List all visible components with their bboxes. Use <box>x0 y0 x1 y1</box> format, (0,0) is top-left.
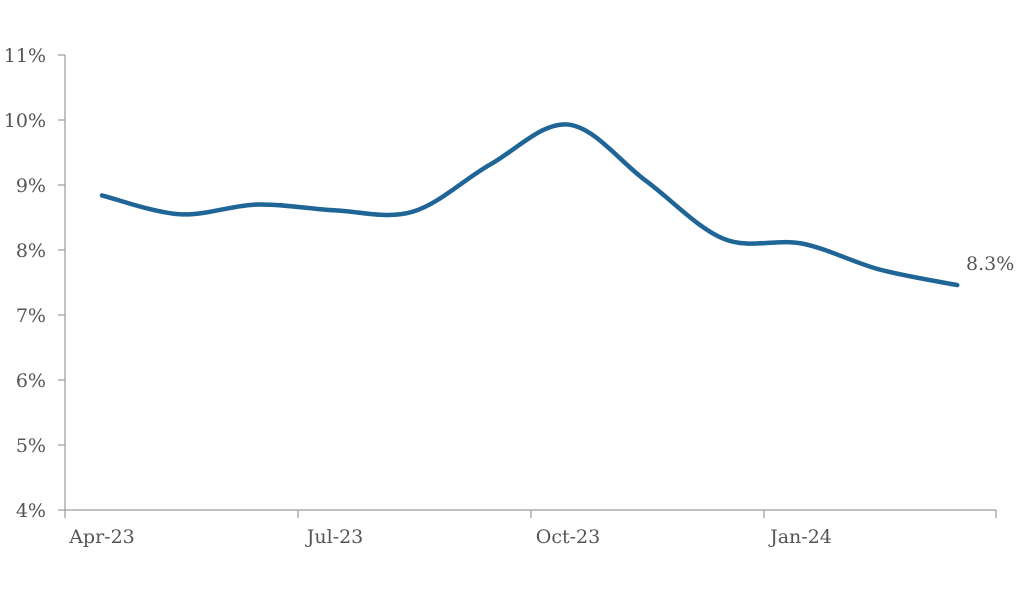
y-tick-label: 5% <box>16 435 46 457</box>
y-axis-ticks: 4% 5% 6% 7% 8% 9% 10% 11% <box>4 45 65 522</box>
y-tick-label: 4% <box>16 500 46 522</box>
x-tick-label: Oct-23 <box>536 526 600 548</box>
y-tick-label: 7% <box>16 305 46 327</box>
x-tick-label: Jan-24 <box>768 526 832 548</box>
y-tick-label: 8% <box>16 240 46 262</box>
y-tick-label: 6% <box>16 370 46 392</box>
y-tick-label: 9% <box>16 175 46 197</box>
series-line <box>99 122 960 288</box>
x-axis-ticks: Apr-23 Jul-23 Oct-23 Jan-24 <box>64 510 997 548</box>
y-tick-label: 11% <box>4 45 46 67</box>
series-group <box>99 122 960 288</box>
x-tick-label: Apr-23 <box>68 526 135 548</box>
y-tick-label: 10% <box>4 110 46 132</box>
x-tick-label: Jul-23 <box>305 526 364 548</box>
end-value-label: 8.3% <box>966 253 1014 275</box>
